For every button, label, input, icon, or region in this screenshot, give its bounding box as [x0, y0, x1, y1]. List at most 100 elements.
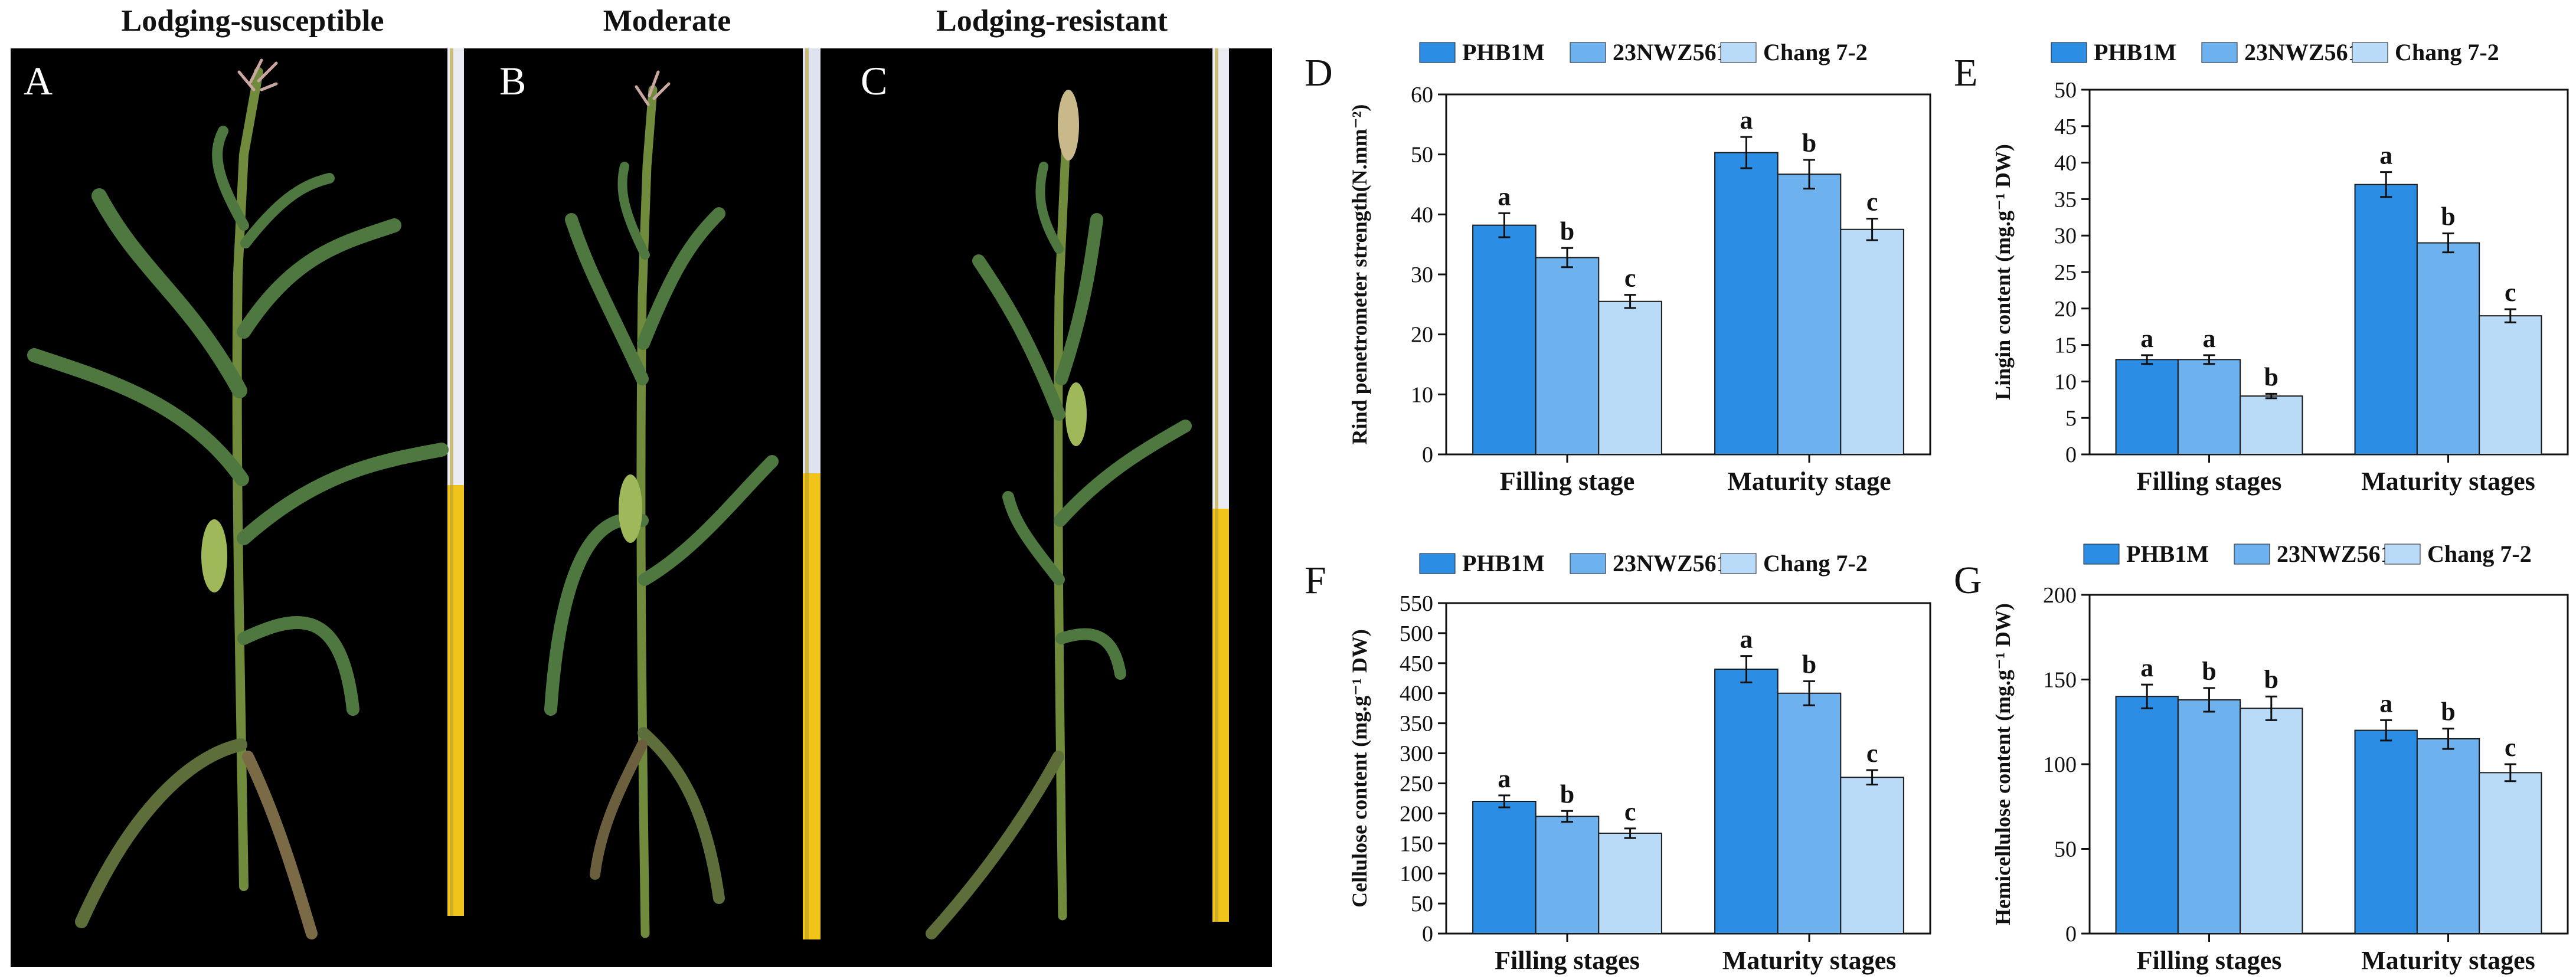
legend-swatch	[1570, 42, 1606, 63]
measuring-ruler-b	[803, 48, 820, 939]
legend-label: 23NWZ561	[1613, 550, 1728, 577]
legend-label: Chang 7-2	[1763, 550, 1868, 577]
legend-swatch	[1419, 42, 1456, 63]
y-tick-label: 200	[1400, 801, 1433, 826]
bar	[1535, 257, 1600, 455]
bar	[2416, 242, 2480, 455]
bar	[2115, 696, 2179, 934]
plot-frame	[1445, 602, 1931, 935]
significance-letter: a	[2379, 141, 2392, 170]
y-tick-label: 50	[1411, 892, 1433, 916]
significance-letter: b	[2202, 657, 2216, 686]
y-tick-label: 300	[1400, 742, 1433, 767]
chart-f-cellulose-content: F PHB1M 23NWZ561 Chang 7-2 0 50 100 150 200 250 30…	[1305, 550, 1931, 975]
y-tick-label: 5	[2065, 406, 2077, 431]
legend-swatch	[2083, 543, 2120, 565]
bar	[1535, 816, 1600, 935]
photo-panel-letter-b: B	[499, 58, 526, 103]
significance-letter: c	[1866, 739, 1878, 768]
y-axis-label: Hemicellulose content (mg.g⁻¹ DW)	[1991, 603, 2015, 925]
bar	[2479, 772, 2542, 934]
y-tick-label: 100	[2043, 752, 2077, 777]
legend-label: PHB1M	[2094, 39, 2176, 66]
panel-letter: F	[1305, 559, 1326, 602]
significance-letter: b	[2264, 665, 2278, 694]
photo-title-c: Lodging-resistant	[936, 4, 1168, 38]
measuring-ruler-a	[447, 48, 464, 916]
legend-label: Chang 7-2	[2395, 39, 2499, 66]
bar	[2240, 395, 2303, 455]
bar	[1777, 173, 1842, 455]
significance-letter: a	[2140, 653, 2153, 682]
y-tick-label: 250	[1400, 771, 1433, 796]
x-category-label: Maturity stage	[1727, 467, 1891, 496]
significance-letter: c	[1624, 797, 1636, 826]
y-tick-label: 20	[2054, 297, 2077, 322]
legend-swatch	[1720, 553, 1757, 574]
legend-swatch	[2384, 543, 2421, 565]
y-tick-label: 450	[1400, 651, 1433, 676]
panel-letter: G	[1954, 559, 1982, 602]
plant-photographs: A B C	[24, 48, 1229, 939]
legend-swatch	[1570, 553, 1606, 574]
y-axis-label: Cellulose content (mg.g⁻¹ DW)	[1348, 629, 1371, 908]
bar	[2416, 738, 2480, 934]
significance-letter: c	[1866, 187, 1878, 216]
bar	[2177, 359, 2241, 455]
y-tick-label: 150	[2043, 668, 2077, 693]
y-tick-label: 15	[2054, 333, 2077, 358]
y-tick-label: 10	[1411, 382, 1433, 407]
panel-letter: D	[1305, 51, 1333, 94]
y-tick-label: 50	[2054, 78, 2077, 103]
legend-label: 23NWZ561	[2244, 39, 2360, 66]
legend-label: PHB1M	[1462, 39, 1545, 66]
y-axis-label: Lingin content (mg.g⁻¹ DW)	[1991, 144, 2015, 400]
y-tick-label: 40	[1411, 202, 1433, 227]
photo-panel-letter-a: A	[24, 58, 53, 103]
legend-swatch	[2051, 42, 2087, 63]
y-tick-label: 25	[2054, 260, 2077, 285]
significance-letter: b	[2441, 202, 2455, 231]
x-category-label: Filling stages	[1495, 946, 1640, 975]
y-tick-label: 100	[1400, 862, 1433, 886]
bar	[1714, 152, 1779, 455]
x-category-label: Maturity stages	[2361, 946, 2535, 975]
legend-swatch	[2234, 543, 2270, 565]
bar	[2240, 708, 2303, 934]
significance-letter: b	[2264, 362, 2278, 391]
y-tick-label: 30	[1411, 263, 1433, 287]
y-tick-label: 40	[2054, 151, 2077, 176]
x-category-label: Maturity stages	[2361, 467, 2535, 496]
significance-letter: b	[2441, 698, 2455, 726]
legend-label: 23NWZ561	[1613, 39, 1728, 66]
bar	[1840, 228, 1904, 455]
y-tick-label: 500	[1400, 621, 1433, 646]
chart-e-lignin-content: E PHB1M 23NWZ561 Chang 7-2 0 5 10 15 20 25 30 35 40 4…	[1954, 39, 2569, 496]
legend-label: Chang 7-2	[1763, 39, 1868, 66]
bar	[1598, 832, 1662, 934]
legend-label: Chang 7-2	[2427, 541, 2532, 567]
legend-label: PHB1M	[2126, 541, 2209, 567]
bar	[2115, 359, 2179, 455]
x-category-label: Filling stages	[2137, 946, 2282, 975]
y-tick-label: 35	[2054, 187, 2077, 212]
measuring-ruler-c	[1212, 48, 1229, 922]
significance-letter: a	[1498, 764, 1511, 793]
significance-letter: c	[1624, 264, 1636, 293]
bar	[2177, 699, 2241, 934]
significance-letter: a	[1740, 106, 1753, 135]
y-tick-label: 350	[1400, 712, 1433, 736]
x-category-label: Filling stages	[2137, 467, 2282, 496]
maize-plant-c	[926, 90, 1192, 939]
significance-letter: c	[2505, 278, 2516, 307]
y-tick-label: 0	[2065, 922, 2077, 947]
x-category-label: Filling stage	[1500, 467, 1635, 496]
y-tick-label: 30	[2054, 224, 2077, 248]
y-tick-label: 50	[1411, 143, 1433, 168]
y-tick-label: 150	[1400, 831, 1433, 856]
y-tick-label: 0	[1422, 443, 1433, 467]
significance-letter: a	[1740, 625, 1753, 654]
y-tick-label: 0	[2065, 443, 2077, 467]
significance-letter: b	[1560, 217, 1574, 245]
legend-swatch	[1720, 42, 1757, 63]
